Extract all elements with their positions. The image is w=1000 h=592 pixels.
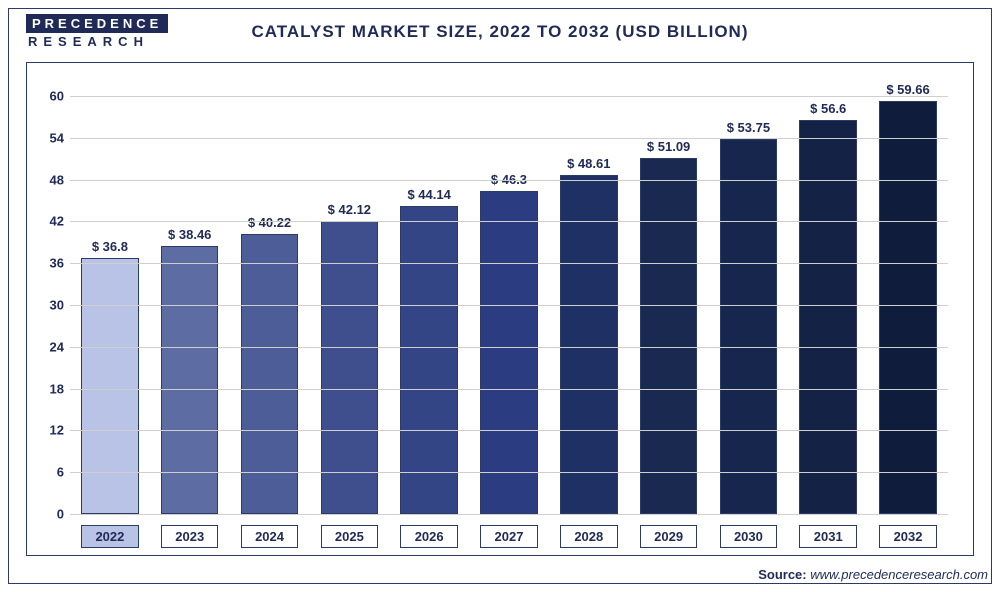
grid-line [70, 472, 948, 473]
bar-value-label: $ 48.61 [567, 156, 610, 171]
chart-title: CATALYST MARKET SIZE, 2022 TO 2032 (USD … [0, 22, 1000, 42]
bar-value-label: $ 51.09 [647, 139, 690, 154]
bar-slot: $ 40.22 [230, 82, 310, 514]
bar-slot: $ 44.14 [389, 82, 469, 514]
x-legend-box: 2032 [868, 525, 948, 548]
y-tick-label: 42 [36, 214, 64, 229]
grid-line [70, 138, 948, 139]
bar-slot: $ 56.6 [788, 82, 868, 514]
x-legend-box: 2026 [389, 525, 469, 548]
x-legend-box: 2027 [469, 525, 549, 548]
x-category-label: 2029 [640, 525, 697, 548]
bar-value-label: $ 44.14 [407, 187, 450, 202]
bar-slot: $ 36.8 [70, 82, 150, 514]
bar-rect [480, 191, 537, 514]
x-axis-legend: 2022 2023 2024 2025 2026 2027 2028 2029 2030 2031… [70, 525, 948, 548]
bar-slot: $ 38.46 [150, 82, 230, 514]
bar-value-label: $ 53.75 [727, 120, 770, 135]
x-category-label: 2026 [400, 525, 457, 548]
bar-rect [400, 206, 457, 514]
bar-slot: $ 42.12 [309, 82, 389, 514]
y-tick-label: 0 [36, 507, 64, 522]
x-category-label: 2023 [161, 525, 218, 548]
x-category-label: 2028 [560, 525, 617, 548]
source-url: www.precedenceresearch.com [810, 567, 988, 582]
y-tick-label: 12 [36, 423, 64, 438]
grid-line [70, 96, 948, 97]
y-tick-label: 36 [36, 256, 64, 271]
bar-value-label: $ 42.12 [328, 202, 371, 217]
y-tick-label: 6 [36, 465, 64, 480]
bar-rect [81, 258, 138, 514]
bar-rect [321, 221, 378, 514]
bar-value-label: $ 38.46 [168, 227, 211, 242]
y-tick-label: 54 [36, 130, 64, 145]
bar-slot: $ 46.3 [469, 82, 549, 514]
x-legend-box: 2022 [70, 525, 150, 548]
bar-slot: $ 53.75 [709, 82, 789, 514]
bars-row: $ 36.8 $ 38.46 $ 40.22 $ 42.12 $ 44.14 $ 46.3… [70, 82, 948, 514]
bar-value-label: $ 56.6 [810, 101, 846, 116]
x-legend-box: 2029 [629, 525, 709, 548]
bar-slot: $ 59.66 [868, 82, 948, 514]
bar-slot: $ 48.61 [549, 82, 629, 514]
source-line: Source: www.precedenceresearch.com [758, 567, 988, 582]
grid-line [70, 221, 948, 222]
y-tick-label: 30 [36, 297, 64, 312]
bar-rect [879, 101, 936, 514]
x-category-label: 2032 [879, 525, 936, 548]
bar-rect [560, 175, 617, 514]
grid-line [70, 347, 948, 348]
x-category-label: 2027 [480, 525, 537, 548]
plot-area: $ 36.8 $ 38.46 $ 40.22 $ 42.12 $ 44.14 $ 46.3… [70, 82, 948, 514]
bar-rect [161, 246, 218, 514]
x-legend-box: 2023 [150, 525, 230, 548]
x-legend-box: 2030 [709, 525, 789, 548]
x-category-label: 2024 [241, 525, 298, 548]
grid-line [70, 514, 948, 515]
x-legend-box: 2025 [309, 525, 389, 548]
source-prefix: Source: [758, 567, 806, 582]
x-category-label: 2031 [799, 525, 856, 548]
grid-line [70, 430, 948, 431]
bar-slot: $ 51.09 [629, 82, 709, 514]
bar-value-label: $ 36.8 [92, 239, 128, 254]
x-legend-box: 2031 [788, 525, 868, 548]
y-tick-label: 18 [36, 381, 64, 396]
x-category-label: 2025 [321, 525, 378, 548]
grid-line [70, 180, 948, 181]
y-tick-label: 60 [36, 88, 64, 103]
grid-line [70, 389, 948, 390]
x-legend-box: 2024 [230, 525, 310, 548]
x-category-label: 2030 [720, 525, 777, 548]
grid-line [70, 263, 948, 264]
bar-rect [720, 139, 777, 514]
x-legend-box: 2028 [549, 525, 629, 548]
y-tick-label: 48 [36, 172, 64, 187]
y-tick-label: 24 [36, 339, 64, 354]
grid-line [70, 305, 948, 306]
bar-rect [640, 158, 697, 514]
x-category-label: 2022 [81, 525, 138, 548]
bar-value-label: $ 59.66 [886, 82, 929, 97]
